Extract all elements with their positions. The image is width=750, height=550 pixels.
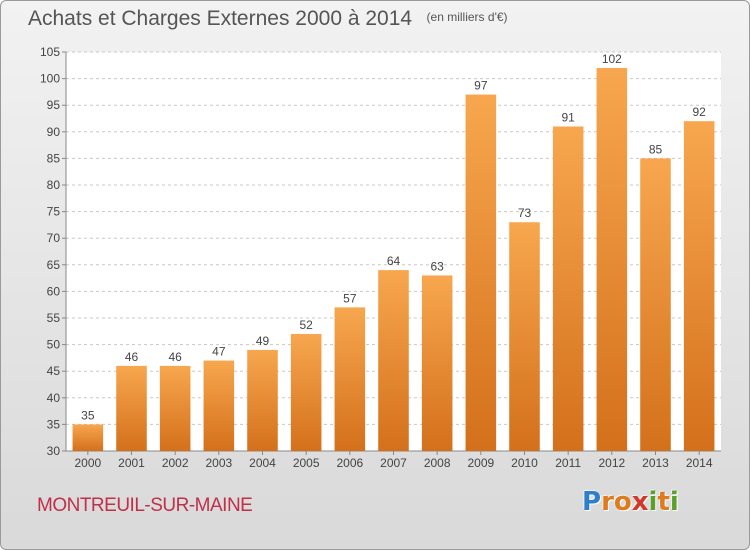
x-tick-label: 2012: [598, 456, 625, 470]
data-label: 97: [474, 79, 488, 93]
logo-letter: P: [582, 487, 602, 517]
x-tick-label: 2008: [424, 456, 451, 470]
x-tick-label: 2009: [467, 456, 494, 470]
x-tick-label: 2002: [162, 456, 189, 470]
logo-letter: i: [648, 487, 658, 517]
y-tick-label: 35: [47, 417, 61, 431]
data-label: 49: [256, 334, 270, 348]
x-tick-label: 2007: [380, 456, 407, 470]
bar: [640, 158, 671, 451]
data-label: 73: [518, 206, 532, 220]
x-tick-label: 2003: [205, 456, 232, 470]
logo-letter: t: [657, 487, 670, 517]
bar: [465, 94, 497, 451]
bar: [247, 349, 278, 451]
y-tick-label: 90: [47, 125, 61, 139]
y-tick-label: 40: [47, 391, 61, 405]
bar: [72, 424, 104, 451]
y-tick-label: 45: [47, 364, 61, 378]
bar: [552, 126, 584, 451]
y-tick-label: 55: [47, 311, 61, 325]
y-tick-label: 85: [47, 151, 61, 165]
x-tick-label: 2011: [555, 456, 581, 470]
data-label: 47: [212, 345, 226, 359]
data-label: 102: [602, 52, 622, 66]
data-label: 46: [125, 350, 139, 364]
bar: [421, 275, 453, 451]
y-tick-label: 30: [47, 444, 61, 458]
bar: [683, 121, 715, 451]
y-tick-label: 95: [47, 98, 61, 112]
data-label: 52: [299, 318, 313, 332]
y-tick-label: 100: [40, 72, 60, 86]
data-label: 91: [561, 110, 575, 124]
proxiti-logo: Proxiti: [582, 487, 679, 517]
x-tick-label: 2005: [293, 456, 320, 470]
logo-letter: r: [601, 487, 614, 517]
y-tick-label: 60: [47, 284, 61, 298]
data-label: 63: [430, 259, 444, 273]
logo-letter: x: [631, 487, 649, 517]
logo-letter: o: [613, 487, 632, 517]
bar: [159, 365, 191, 451]
x-tick-label: 2010: [511, 456, 538, 470]
place-name: MONTREUIL-SUR-MAINE: [37, 495, 253, 516]
data-label: 35: [81, 408, 95, 422]
y-tick-label: 50: [47, 338, 61, 352]
bar: [334, 307, 366, 451]
y-tick-label: 70: [47, 231, 61, 245]
data-label: 57: [343, 291, 357, 305]
x-tick-label: 2000: [74, 456, 101, 470]
chart-title: Achats et Charges Externes 2000 à 2014: [28, 7, 413, 30]
bar: [203, 360, 235, 451]
bar: [116, 365, 147, 451]
data-label: 64: [387, 254, 401, 268]
x-tick-label: 2001: [118, 456, 145, 470]
y-tick-label: 65: [47, 258, 61, 272]
x-tick-label: 2006: [336, 456, 363, 470]
chart-title-row: Achats et Charges Externes 2000 à 2014 (…: [28, 7, 508, 31]
y-tick-label: 75: [47, 205, 61, 219]
bar: [378, 270, 409, 451]
data-label: 85: [649, 142, 663, 156]
y-tick-label: 105: [40, 45, 60, 59]
chart-unit: (en milliers d'€): [426, 10, 508, 24]
y-tick-label: 80: [47, 178, 61, 192]
data-label: 46: [168, 350, 182, 364]
x-tick-label: 2004: [249, 456, 276, 470]
logo-letter: i: [669, 487, 679, 517]
x-tick-label: 2014: [686, 456, 713, 470]
x-tick-label: 2013: [642, 456, 669, 470]
bar: [290, 333, 322, 451]
bar: [509, 222, 540, 451]
data-label: 92: [692, 105, 706, 119]
bar: [596, 67, 628, 452]
